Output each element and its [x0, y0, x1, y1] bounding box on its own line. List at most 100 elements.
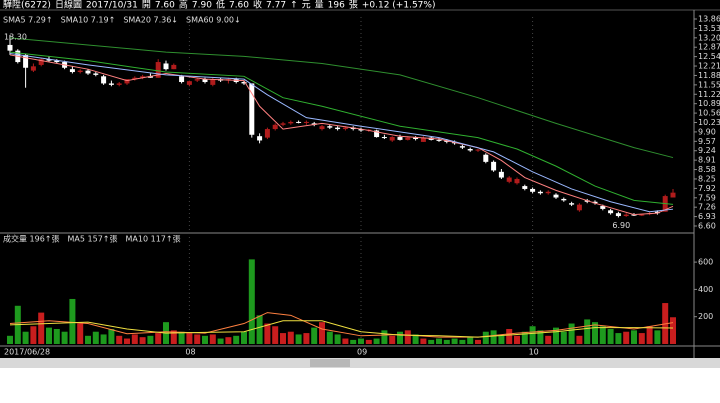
candle-body — [475, 149, 481, 151]
header-text: 7.77 — [266, 1, 286, 11]
volume-bar — [100, 334, 107, 344]
line — [9, 37, 674, 159]
volume-bar — [131, 334, 138, 344]
header-text: 7.60 — [155, 1, 175, 11]
volume-bar — [319, 322, 325, 344]
volume-bar — [350, 339, 357, 344]
header-text: 張 — [349, 0, 358, 11]
volume-bar — [459, 339, 466, 344]
scrollbar[interactable] — [0, 358, 720, 368]
volume-bar — [436, 338, 442, 344]
header-text: +0.12 (+1.57%) — [362, 1, 436, 11]
volume-bar — [85, 335, 91, 344]
volume-bar — [170, 330, 177, 344]
volume-bar — [615, 333, 622, 344]
y-tick-label: 8.91 — [698, 156, 716, 165]
volume-bar — [521, 331, 528, 344]
candle-body — [241, 82, 247, 84]
volume-bar — [607, 328, 614, 344]
candle-body — [506, 177, 512, 182]
candle-body — [210, 79, 216, 85]
candle-body — [374, 130, 380, 138]
candle-body — [179, 76, 185, 83]
header-text: 量 — [315, 0, 324, 11]
header-text: 驊陞(6272) — [3, 0, 51, 11]
volume-bar — [116, 335, 123, 344]
candle-body — [569, 203, 575, 205]
candle-body — [249, 83, 255, 135]
x-tick-label: 09 — [357, 348, 367, 357]
y-tick-label: 6.93 — [698, 212, 716, 221]
candle-body — [491, 161, 497, 171]
header-text: 7.90 — [192, 1, 212, 11]
scroll-thumb[interactable] — [310, 359, 350, 367]
candle-body — [467, 149, 473, 151]
volume-bar — [537, 330, 544, 344]
volume-bar — [139, 337, 146, 344]
volume-bar — [404, 330, 411, 344]
legend-entry: SMA20 7.36↓ — [123, 16, 178, 25]
y-tick-label: 13.53 — [698, 24, 720, 33]
header-text: 7.60 — [229, 1, 249, 11]
candle-body — [623, 214, 629, 217]
volume-bar — [241, 331, 247, 344]
volume-bar — [506, 328, 513, 344]
y-tick-label: 9.90 — [698, 127, 716, 136]
volume-bar — [584, 319, 591, 344]
line — [9, 312, 674, 338]
candle-body — [163, 63, 169, 70]
volume-bar — [209, 334, 216, 344]
x-tick-label: 08 — [185, 348, 195, 357]
y-tick-label: 10.89 — [698, 99, 720, 108]
x-tick-label: 10 — [529, 348, 539, 357]
y-tick-label: 9.24 — [698, 146, 716, 155]
candle-body — [280, 123, 286, 125]
legend-entry: 成交量 196↑張 — [3, 234, 60, 244]
volume-bar — [514, 335, 520, 344]
legend-entry: SMA10 7.19↑ — [61, 16, 116, 25]
volume-bar — [599, 326, 606, 344]
candle-body — [670, 192, 676, 198]
y-tick-label: 12.21 — [698, 62, 720, 71]
candle-body — [615, 213, 621, 217]
volume-bar — [46, 327, 52, 344]
annotation: 6.90 — [612, 221, 630, 230]
candle-body — [140, 76, 146, 78]
header-text: 高 — [179, 0, 188, 11]
volume-bar — [342, 338, 349, 344]
line — [9, 54, 674, 216]
volume-bar — [545, 335, 552, 344]
header-text: 日線圖 — [55, 0, 82, 11]
candle-body — [592, 201, 598, 204]
volume-bar — [38, 312, 45, 344]
volume-bar — [592, 322, 598, 344]
volume-bar — [280, 333, 286, 344]
volume-bar — [287, 331, 294, 344]
candle-body — [257, 136, 263, 141]
volume-bar — [186, 333, 193, 344]
volume-bar — [412, 334, 419, 344]
candle-body — [54, 60, 60, 63]
line — [9, 53, 674, 213]
header-text: 開 — [142, 0, 151, 11]
volume-bar — [529, 326, 536, 344]
y-tick-label: 600 — [698, 258, 713, 267]
candle-body — [335, 127, 341, 130]
candle-body — [327, 126, 333, 128]
candle-body — [186, 81, 192, 85]
volume-bar — [498, 335, 505, 344]
candle-body — [561, 198, 567, 201]
y-tick-label: 7.59 — [698, 193, 716, 202]
volume-bar — [560, 331, 567, 344]
volume-bar — [303, 333, 310, 344]
candle-body — [639, 214, 645, 216]
volume-bar — [638, 333, 645, 344]
candle-body — [608, 210, 614, 214]
candle-body — [116, 83, 122, 85]
y-tick-label: 13.86 — [698, 14, 720, 23]
candle-body — [46, 59, 52, 61]
y-tick-label: 12.87 — [698, 43, 720, 52]
volume-bar — [92, 331, 99, 344]
candle-body — [93, 73, 99, 75]
volume-bar — [256, 315, 263, 344]
